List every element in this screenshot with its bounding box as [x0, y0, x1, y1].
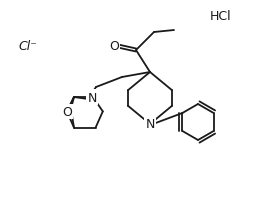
- Text: Cl⁻: Cl⁻: [18, 40, 37, 53]
- Text: N: N: [87, 91, 97, 104]
- Text: O: O: [109, 40, 119, 53]
- Text: O: O: [62, 105, 72, 118]
- Text: HCl: HCl: [210, 11, 232, 23]
- Text: N: N: [145, 118, 155, 131]
